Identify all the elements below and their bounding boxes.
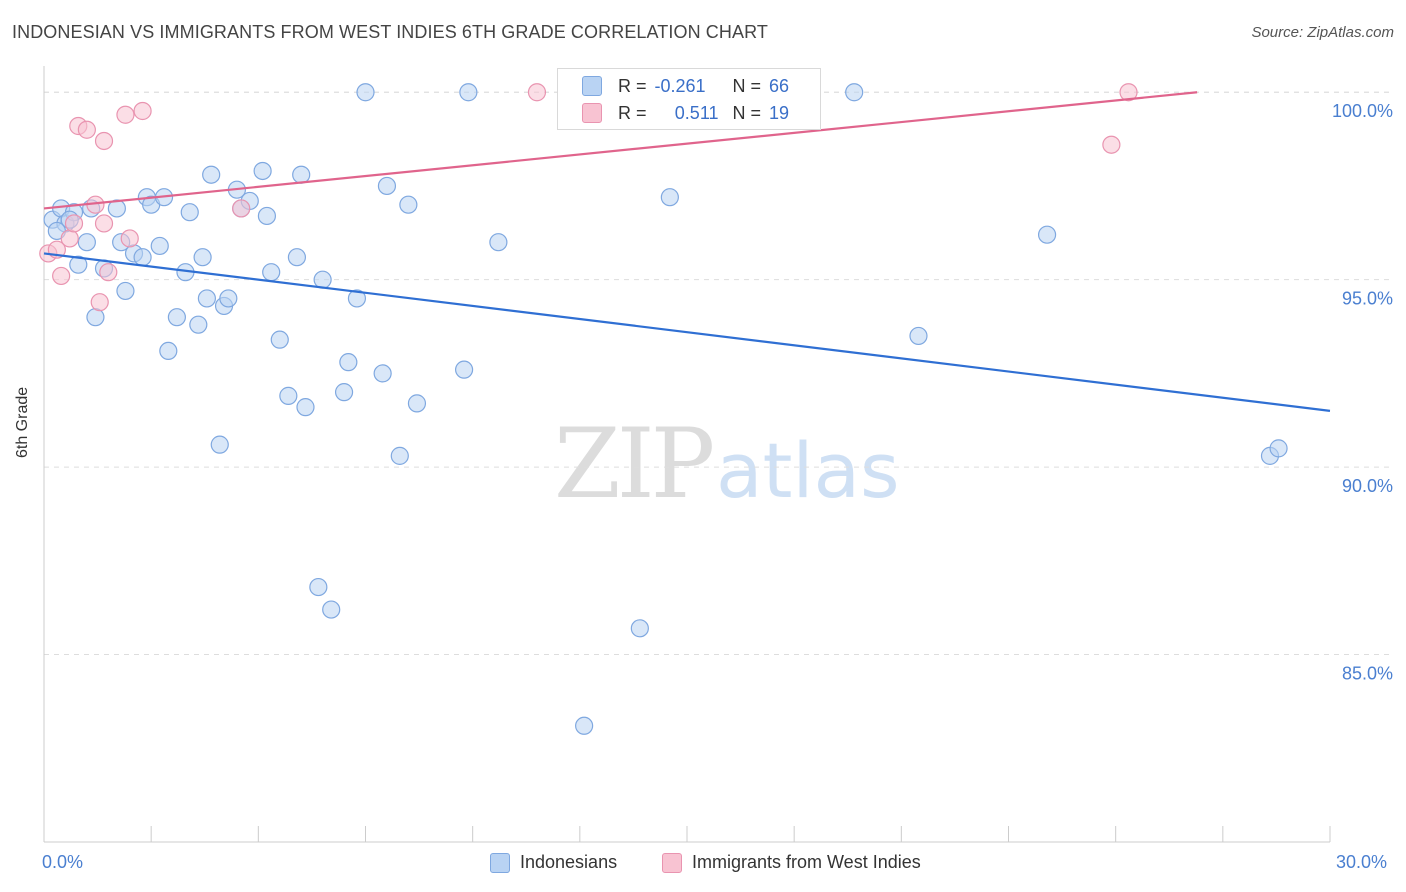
- point-indonesians: [253, 161, 272, 181]
- point-indonesians: [279, 386, 298, 405]
- point-west-indies: [133, 101, 152, 121]
- stats-swatch-west-indies: [582, 103, 602, 123]
- point-indonesians: [407, 394, 427, 413]
- watermark-atlas: atlas: [716, 426, 900, 515]
- point-west-indies: [90, 293, 109, 312]
- point-west-indies: [60, 229, 79, 248]
- point-west-indies: [1102, 135, 1121, 154]
- bottom-legend: Indonesians Immigrants from West Indies: [0, 852, 1406, 878]
- stats-n-value: 19: [769, 102, 790, 123]
- point-indonesians: [180, 203, 199, 222]
- stats-r-value: 0.511: [655, 103, 719, 124]
- legend-swatch-indonesians: [490, 852, 510, 873]
- point-indonesians: [210, 435, 229, 454]
- point-west-indies: [77, 120, 96, 139]
- point-indonesians: [287, 248, 307, 267]
- point-indonesians: [373, 364, 392, 383]
- trendline-west-indies: [43, 91, 1198, 210]
- point-west-indies: [120, 229, 139, 248]
- point-west-indies: [94, 131, 114, 151]
- point-west-indies: [232, 199, 251, 218]
- point-indonesians: [454, 360, 474, 379]
- point-indonesians: [189, 315, 208, 334]
- point-west-indies: [116, 105, 135, 124]
- legend-label-indonesians: Indonesians: [520, 852, 618, 872]
- point-indonesians: [262, 263, 281, 282]
- point-indonesians: [1269, 439, 1288, 458]
- stats-r-label: R =: [618, 102, 647, 123]
- point-indonesians: [399, 195, 418, 214]
- point-west-indies: [94, 214, 114, 233]
- point-indonesians: [575, 716, 594, 735]
- point-west-indies: [527, 83, 547, 102]
- legend-label-west-indies: Immigrants from West Indies: [692, 852, 921, 872]
- point-indonesians: [77, 233, 96, 252]
- point-indonesians: [167, 308, 186, 327]
- point-indonesians: [219, 289, 238, 308]
- stats-legend-box: R = -0.261 N = 66 R = 0.511 N = 19: [557, 68, 821, 130]
- stats-r-label: R =: [618, 75, 647, 96]
- stats-n-label: N =: [732, 102, 762, 123]
- point-indonesians: [334, 383, 354, 402]
- stats-row-west-indies: R = 0.511 N = 19: [582, 100, 790, 126]
- point-indonesians: [630, 619, 649, 638]
- legend-item-west-indies[interactable]: Immigrants from West Indies: [662, 852, 921, 873]
- stats-swatch-indonesians: [582, 76, 602, 96]
- watermark-zip: ZIP: [554, 408, 715, 520]
- y-tick-label: 100.0%: [1332, 101, 1393, 121]
- point-indonesians: [193, 248, 212, 267]
- stats-row-indonesians: R = -0.261 N = 66: [582, 73, 790, 99]
- point-west-indies: [1119, 83, 1138, 102]
- y-tick-label: 95.0%: [1342, 289, 1393, 309]
- stats-n-label: N =: [732, 75, 762, 96]
- point-indonesians: [313, 270, 332, 289]
- source-label: Source: ZipAtlas.com: [1251, 24, 1394, 41]
- point-west-indies: [52, 266, 71, 286]
- point-indonesians: [257, 206, 277, 226]
- point-indonesians: [339, 353, 358, 372]
- point-indonesians: [292, 165, 311, 184]
- point-indonesians: [133, 248, 152, 267]
- y-tick-label: 90.0%: [1342, 476, 1393, 496]
- point-indonesians: [390, 446, 409, 465]
- point-indonesians: [489, 233, 508, 252]
- point-indonesians: [845, 83, 864, 102]
- chart-title: INDONESIAN VS IMMIGRANTS FROM WEST INDIE…: [12, 22, 768, 42]
- trendline-indonesians: [43, 252, 1331, 412]
- point-indonesians: [270, 330, 289, 349]
- point-indonesians: [660, 188, 679, 207]
- point-indonesians: [459, 83, 478, 102]
- stats-r-value-text: 0.511: [674, 102, 719, 123]
- point-indonesians: [159, 341, 178, 361]
- point-indonesians: [322, 600, 341, 619]
- point-indonesians: [150, 236, 169, 256]
- point-indonesians: [202, 165, 221, 184]
- y-tick-label: 85.0%: [1342, 664, 1393, 684]
- y-axis-label: 6th Grade: [14, 386, 31, 458]
- legend-item-indonesians[interactable]: Indonesians: [490, 852, 617, 873]
- point-indonesians: [347, 289, 367, 308]
- legend-swatch-west-indies: [662, 852, 682, 873]
- point-indonesians: [69, 255, 88, 274]
- point-indonesians: [909, 326, 928, 346]
- point-indonesians: [356, 83, 375, 102]
- point-indonesians: [377, 176, 397, 196]
- point-west-indies: [99, 263, 118, 282]
- point-indonesians: [1037, 225, 1057, 244]
- stats-n-value: 66: [769, 75, 790, 96]
- point-indonesians: [116, 281, 135, 301]
- point-indonesians: [296, 398, 315, 417]
- point-indonesians: [86, 308, 105, 327]
- point-indonesians: [309, 577, 328, 597]
- x-tick-label-min: 0.0%: [42, 852, 84, 872]
- point-west-indies: [64, 214, 84, 233]
- x-tick-label-max: 30.0%: [1336, 852, 1388, 872]
- stats-r-value: -0.261: [654, 75, 706, 96]
- point-indonesians: [107, 199, 126, 218]
- point-indonesians: [197, 289, 216, 308]
